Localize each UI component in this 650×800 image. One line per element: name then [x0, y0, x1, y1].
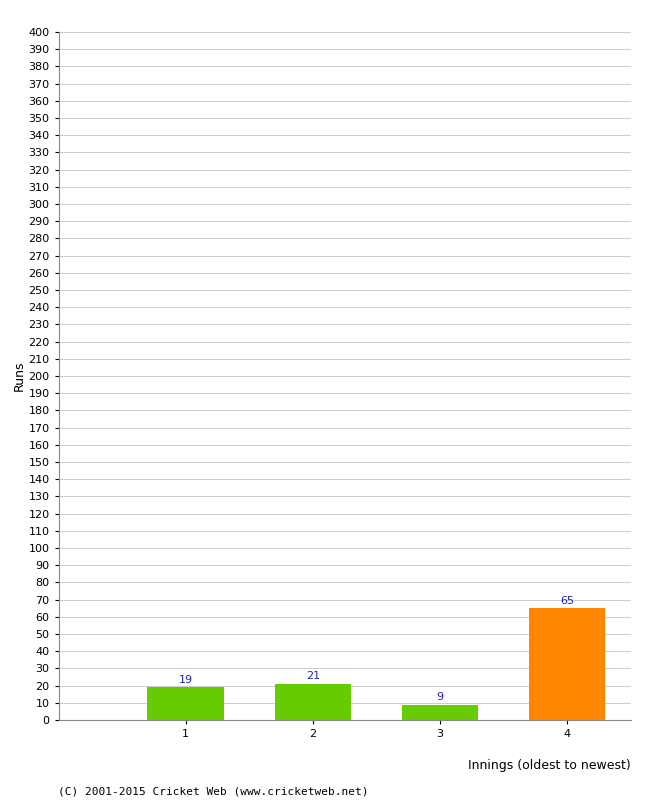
Text: (C) 2001-2015 Cricket Web (www.cricketweb.net): (C) 2001-2015 Cricket Web (www.cricketwe… [58, 786, 369, 796]
Text: 9: 9 [436, 692, 443, 702]
Text: 19: 19 [179, 674, 192, 685]
Y-axis label: Runs: Runs [12, 361, 25, 391]
Bar [274, 684, 351, 720]
Bar [529, 608, 605, 720]
Text: 65: 65 [560, 596, 574, 606]
Bar [402, 705, 478, 720]
Bar [148, 687, 224, 720]
Text: Innings (oldest to newest): Innings (oldest to newest) [468, 759, 630, 772]
Text: 21: 21 [306, 671, 320, 682]
